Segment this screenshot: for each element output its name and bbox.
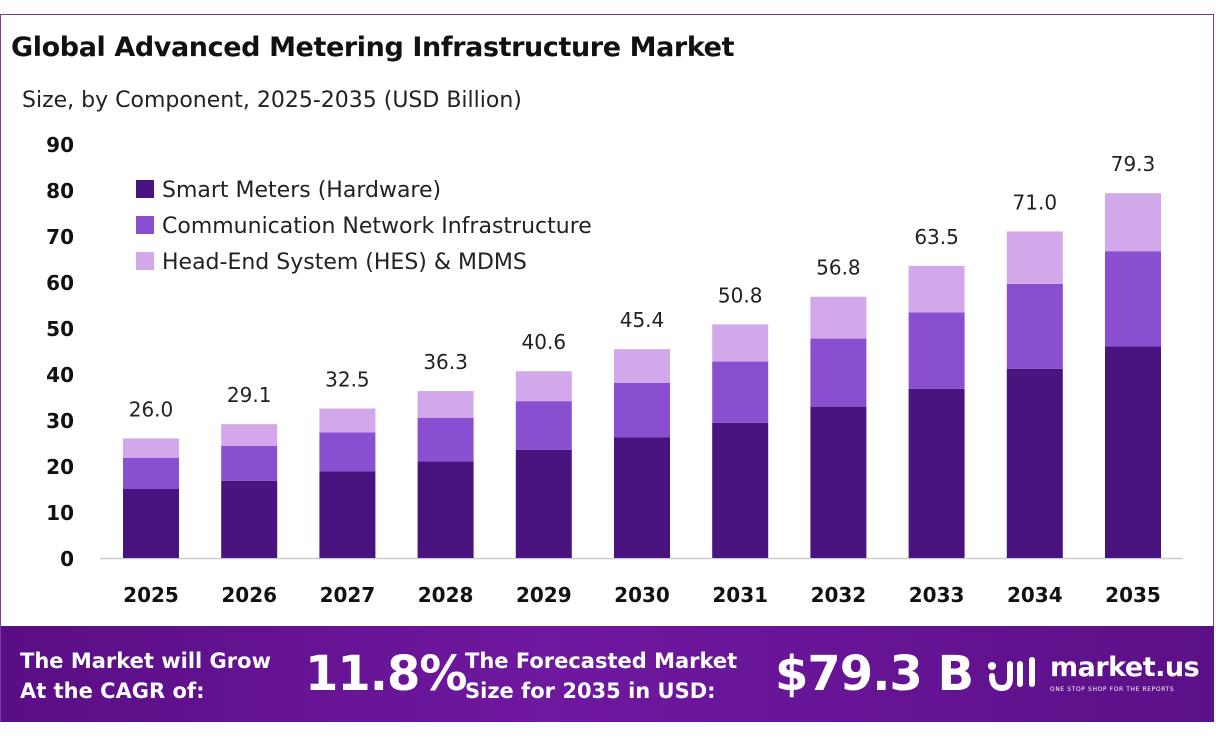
y-tick-label: 20 [46,455,74,479]
bar-segment-smart-meters [123,489,179,558]
bar-segment-hes-mdms [515,371,572,402]
y-tick-label: 30 [46,409,74,433]
x-tick-label: 2033 [909,583,965,607]
bar-total-label: 32.5 [325,368,370,392]
x-tick-label: 2030 [614,583,670,607]
cagr-label-line2: At the CAGR of: [20,679,205,703]
bar-segment-communication-network [417,417,474,462]
bar-segment-communication-network [908,312,965,389]
x-tick-label: 2032 [811,583,867,607]
x-tick-label: 2034 [1007,583,1063,607]
brand-tagline: ONE STOP SHOP FOR THE REPORTS [1050,686,1175,693]
x-tick-label: 2025 [123,583,179,607]
legend-label: Smart Meters (Hardware) [162,178,441,203]
bar-total-label: 29.1 [227,383,272,407]
bar-segment-smart-meters [319,471,376,558]
bar-segment-hes-mdms [712,324,769,362]
bar-segment-hes-mdms [810,296,867,339]
stacked-bar-chart: 010203040506070809026.0202529.1202632.52… [46,133,1183,607]
cagr-label-line1: The Market will Grow [20,649,271,673]
bar-segment-smart-meters [417,461,474,558]
bar-total-label: 45.4 [620,308,665,332]
chart-subtitle: Size, by Component, 2025-2035 (USD Billi… [22,88,522,113]
brand-name: market.us [1050,652,1200,683]
bar-segment-communication-network [614,382,670,438]
bar-segment-hes-mdms [417,391,474,418]
bar-segment-communication-network [515,401,572,450]
bar-segment-hes-mdms [1006,231,1063,284]
bar-segment-communication-network [221,445,278,481]
y-tick-label: 90 [46,133,74,157]
x-tick-label: 2026 [221,583,277,607]
x-tick-label: 2027 [320,583,376,607]
bar-total-label: 63.5 [914,225,959,249]
bar-total-label: 79.3 [1111,152,1156,176]
bar-segment-communication-network [1006,283,1063,369]
bar-segment-smart-meters [515,449,572,558]
bar-total-label: 71.0 [1013,190,1058,214]
bar-segment-hes-mdms [614,349,670,383]
bar-segment-smart-meters [1105,346,1161,558]
legend-swatch [136,216,154,234]
chart-title: Global Advanced Metering Infrastructure … [11,32,735,63]
forecast-label-line1: The Forecasted Market [465,649,738,673]
bar-segment-hes-mdms [221,424,278,446]
bar-segment-hes-mdms [1105,193,1161,252]
bar-segment-smart-meters [221,480,278,558]
brand-logo: market.us ONE STOP SHOP FOR THE REPORTS [986,652,1206,702]
bar-segment-communication-network [712,361,769,423]
legend-label: Head-End System (HES) & MDMS [162,250,527,275]
bar-total-label: 50.8 [718,283,763,307]
y-tick-label: 50 [46,317,74,341]
y-tick-label: 70 [46,225,74,249]
legend-label: Communication Network Infrastructure [162,214,592,239]
legend-swatch [136,252,154,270]
bar-segment-smart-meters [712,422,769,558]
bar-segment-hes-mdms [908,265,965,313]
bar-segment-hes-mdms [123,438,179,458]
bar-segment-smart-meters [1006,368,1063,558]
x-tick-label: 2028 [418,583,474,607]
x-tick-label: 2031 [712,583,768,607]
x-tick-label: 2029 [516,583,572,607]
legend-swatch [136,180,154,198]
bar-segment-smart-meters [810,406,867,558]
bar-segment-communication-network [1105,251,1161,347]
bar-total-label: 36.3 [423,350,468,374]
y-tick-label: 60 [46,271,74,295]
forecast-label-line2: Size for 2035 in USD: [465,679,716,703]
bar-total-label: 40.6 [522,330,567,354]
bar-total-label: 56.8 [816,256,861,280]
bar-total-label: 26.0 [129,397,174,421]
y-tick-label: 10 [46,501,74,525]
y-tick-label: 40 [46,363,74,387]
forecast-value: $79.3 B [775,646,974,702]
bar-segment-communication-network [319,432,376,472]
bar-segment-smart-meters [908,388,965,558]
x-tick-label: 2035 [1105,583,1161,607]
y-tick-label: 80 [46,179,74,203]
bar-segment-smart-meters [614,437,670,558]
cagr-value: 11.8% [305,646,468,702]
y-tick-label: 0 [60,547,74,571]
footer-banner: The Market will Grow At the CAGR of: 11.… [1,626,1214,722]
bar-segment-hes-mdms [319,408,376,433]
bar-segment-communication-network [123,457,179,489]
bar-segment-communication-network [810,338,867,407]
market-us-logo-icon [988,657,1035,692]
